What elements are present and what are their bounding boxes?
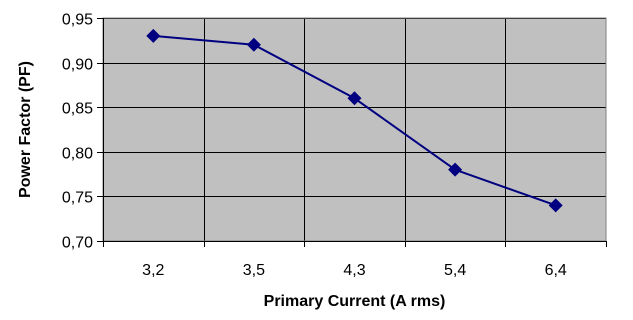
y-tick-label: 0,90 bbox=[62, 57, 93, 74]
axes bbox=[97, 18, 607, 247]
y-tick-label: 0,70 bbox=[62, 235, 93, 252]
x-axis-title: Primary Current (A rms) bbox=[264, 293, 446, 310]
y-tick-label: 0,95 bbox=[62, 12, 93, 29]
x-tick-label: 6,4 bbox=[545, 262, 567, 279]
data-point-marker bbox=[146, 28, 161, 43]
y-tick-label: 0,80 bbox=[62, 146, 93, 163]
y-axis-title: Power Factor (PF) bbox=[17, 61, 34, 198]
data-point-marker bbox=[448, 162, 463, 177]
x-tick-label: 3,2 bbox=[142, 262, 164, 279]
series-layer bbox=[146, 28, 563, 213]
x-tick-labels: 3,2 3,5 4,3 5,4 6,4 bbox=[142, 262, 567, 279]
data-point-marker bbox=[548, 198, 563, 213]
data-point-marker bbox=[246, 37, 261, 52]
x-tick-label: 5,4 bbox=[444, 262, 466, 279]
y-tick-label: 0,75 bbox=[62, 190, 93, 207]
x-tick-label: 4,3 bbox=[343, 262, 365, 279]
data-point-marker bbox=[347, 91, 362, 106]
x-tick-label: 3,5 bbox=[243, 262, 265, 279]
y-tick-labels: 0,70 0,75 0,80 0,85 0,90 0,95 bbox=[62, 12, 93, 252]
plot-background bbox=[103, 18, 606, 241]
plot-area bbox=[102, 17, 607, 242]
y-tick-label: 0,85 bbox=[62, 101, 93, 118]
